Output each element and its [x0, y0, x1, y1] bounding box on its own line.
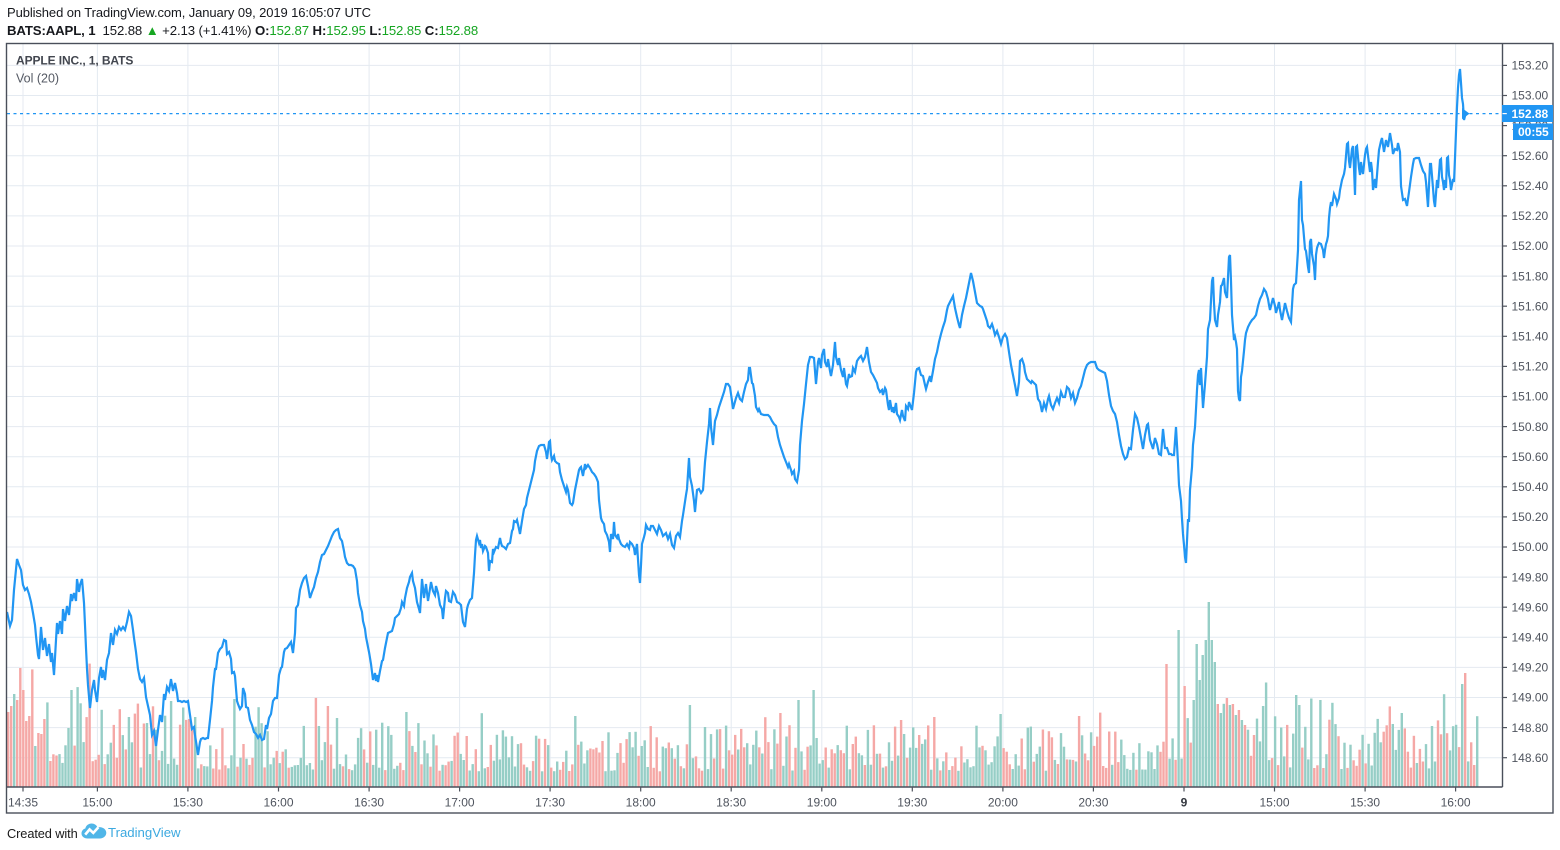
- svg-text:148.80: 148.80: [1512, 721, 1549, 735]
- svg-text:150.60: 150.60: [1512, 450, 1549, 464]
- svg-text:15:30: 15:30: [1350, 796, 1380, 810]
- svg-text:150.00: 150.00: [1512, 540, 1549, 554]
- svg-text:152.60: 152.60: [1512, 149, 1549, 163]
- svg-text:153.20: 153.20: [1512, 59, 1549, 73]
- svg-text:149.80: 149.80: [1512, 570, 1549, 584]
- svg-text:18:00: 18:00: [626, 796, 656, 810]
- svg-text:149.60: 149.60: [1512, 600, 1549, 614]
- svg-text:149.00: 149.00: [1512, 691, 1549, 705]
- svg-text:149.20: 149.20: [1512, 661, 1549, 675]
- svg-text:152.88: 152.88: [1512, 107, 1549, 121]
- svg-text:152.40: 152.40: [1512, 179, 1549, 193]
- svg-text:151.80: 151.80: [1512, 269, 1549, 283]
- svg-text:14:35: 14:35: [8, 796, 38, 810]
- svg-text:18:30: 18:30: [716, 796, 746, 810]
- svg-text:00:55: 00:55: [1518, 125, 1549, 139]
- svg-text:148.60: 148.60: [1512, 751, 1549, 765]
- svg-text:Vol (20): Vol (20): [16, 72, 59, 86]
- svg-text:151.20: 151.20: [1512, 360, 1549, 374]
- svg-text:19:30: 19:30: [897, 796, 927, 810]
- svg-text:17:30: 17:30: [535, 796, 565, 810]
- svg-text:151.60: 151.60: [1512, 299, 1549, 313]
- svg-text:15:00: 15:00: [82, 796, 112, 810]
- svg-text:153.00: 153.00: [1512, 89, 1549, 103]
- svg-text:17:00: 17:00: [445, 796, 475, 810]
- svg-text:152.20: 152.20: [1512, 209, 1549, 223]
- svg-text:151.40: 151.40: [1512, 330, 1549, 344]
- svg-text:150.40: 150.40: [1512, 480, 1549, 494]
- svg-text:16:00: 16:00: [263, 796, 293, 810]
- svg-text:20:00: 20:00: [988, 796, 1018, 810]
- svg-text:151.00: 151.00: [1512, 390, 1549, 404]
- svg-text:150.20: 150.20: [1512, 510, 1549, 524]
- svg-text:15:00: 15:00: [1259, 796, 1289, 810]
- svg-text:16:30: 16:30: [354, 796, 384, 810]
- svg-text:APPLE INC., 1, BATS: APPLE INC., 1, BATS: [16, 54, 133, 68]
- svg-text:16:00: 16:00: [1441, 796, 1471, 810]
- svg-text:15:30: 15:30: [173, 796, 203, 810]
- svg-text:150.80: 150.80: [1512, 420, 1549, 434]
- svg-text:152.00: 152.00: [1512, 239, 1549, 253]
- svg-text:9: 9: [1181, 796, 1188, 810]
- svg-text:19:00: 19:00: [807, 796, 837, 810]
- svg-text:20:30: 20:30: [1078, 796, 1108, 810]
- svg-text:149.40: 149.40: [1512, 631, 1549, 645]
